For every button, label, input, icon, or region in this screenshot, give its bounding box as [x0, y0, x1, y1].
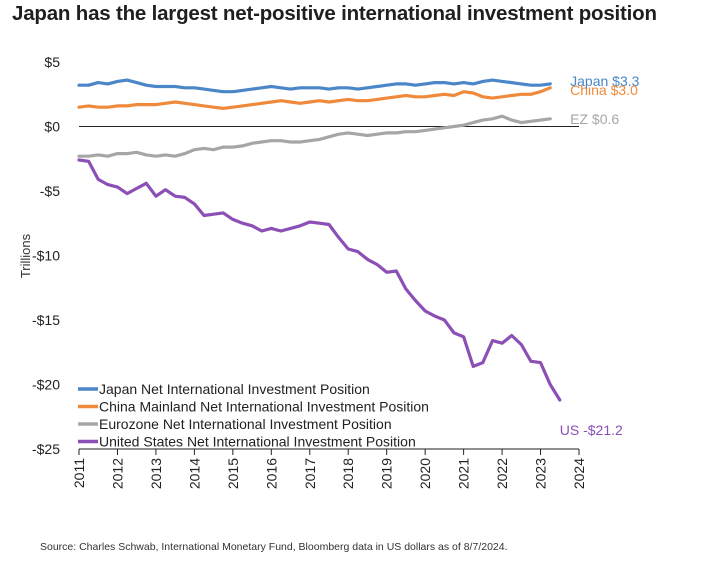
x-tick-label: 2022 [494, 458, 510, 489]
series-line [77, 158, 562, 402]
x-tick-label: 2024 [571, 458, 587, 489]
series-end-label: EZ $0.6 [570, 111, 619, 127]
x-tick-label: 2019 [379, 458, 395, 489]
x-tick-label: 2018 [340, 458, 356, 489]
x-tick-label: 2023 [533, 458, 549, 489]
x-tick-label: 2016 [263, 458, 279, 489]
y-tick-label: -$10 [32, 248, 60, 264]
legend-label: China Mainland Net International Investm… [99, 399, 429, 415]
legend-label: Japan Net International Investment Posit… [99, 381, 370, 397]
series-end-label: China $3.0 [570, 82, 638, 98]
series-end-label: Japan $3.3 [570, 73, 639, 89]
x-tick-label: 2020 [417, 458, 433, 489]
y-tick-label: -$20 [32, 377, 60, 393]
series-line [77, 86, 552, 111]
series-line [77, 114, 552, 158]
x-tick-label: 2015 [225, 458, 241, 489]
legend-label: United States Net International Investme… [99, 434, 416, 450]
source-note: Source: Charles Schwab, International Mo… [40, 541, 508, 553]
y-tick-label: -$15 [32, 312, 60, 328]
y-tick-label: -$25 [32, 441, 60, 457]
x-tick-label: 2013 [148, 458, 164, 489]
chart-title: Japan has the largest net-positive inter… [12, 2, 657, 25]
series-line [77, 78, 552, 94]
y-tick-label: -$5 [40, 183, 60, 199]
y-tick-label: $5 [44, 54, 60, 70]
y-axis-label: Trillions [18, 233, 33, 278]
x-tick-label: 2021 [456, 458, 472, 489]
x-tick-label: 2017 [302, 458, 318, 489]
x-tick-label: 2014 [186, 458, 202, 489]
x-tick-label: 2011 [71, 458, 87, 488]
legend-label: Eurozone Net International Investment Po… [99, 416, 392, 432]
y-tick-label: $0 [44, 119, 60, 135]
series-end-label: US -$21.2 [560, 422, 623, 438]
x-tick-label: 2012 [109, 458, 125, 489]
